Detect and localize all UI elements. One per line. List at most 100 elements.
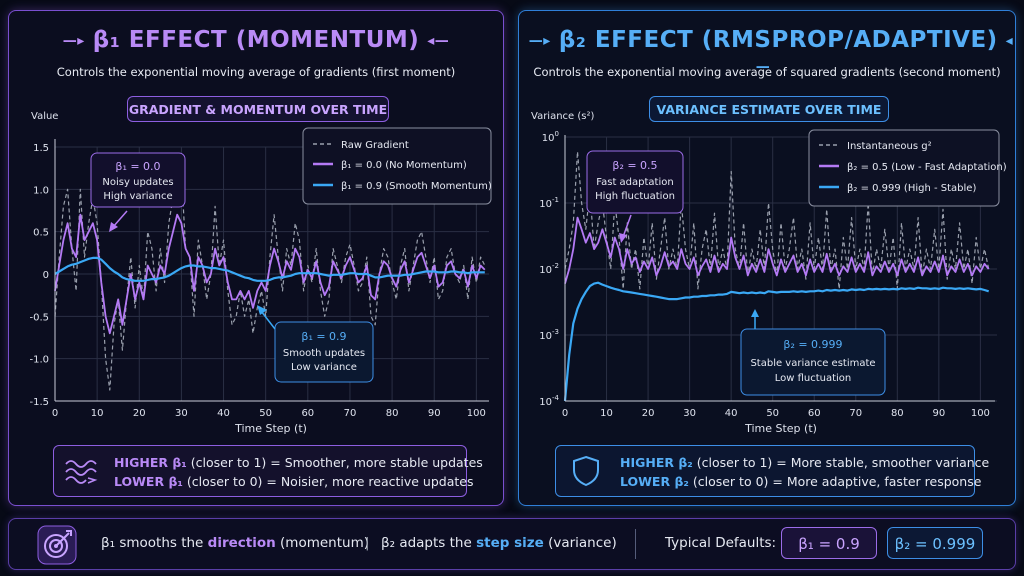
beta1-panel-subtitle: Controls the exponential moving average … bbox=[56, 65, 456, 79]
x-tick-label: 80 bbox=[386, 408, 399, 419]
svg-text:Smooth updates: Smooth updates bbox=[283, 348, 365, 359]
x-tick-label: 0 bbox=[52, 408, 58, 419]
divider-line bbox=[635, 529, 636, 559]
x-tick-label: 90 bbox=[932, 408, 945, 419]
beta1-panel-title: —▸ β₁ EFFECT (MOMENTUM) ◂— bbox=[62, 27, 450, 53]
beta1-summary-lower: LOWER β₁ (closer to 0) = Noisier, more r… bbox=[114, 474, 474, 489]
beta2-series bbox=[563, 151, 990, 402]
series-line-2 bbox=[563, 281, 990, 402]
legend-beta1-0: β₁ = 0.0 (No Momentum) bbox=[341, 160, 467, 171]
series-line-1 bbox=[564, 216, 990, 284]
legend-beta2-05: β₂ = 0.5 (Low - Fast Adaptation) bbox=[847, 162, 1007, 173]
y-tick-label: 1.0 bbox=[33, 185, 49, 196]
bottom-summary-bar: β₁ smooths the direction (momentum) | β₂… bbox=[8, 518, 1016, 570]
beta2-summary-higher: HIGHER β₂ (closer to 1) = More stable, s… bbox=[620, 455, 990, 470]
beta2-legend: Instantaneous g² β₂ = 0.5 (Low - Fast Ad… bbox=[808, 129, 1007, 207]
beta1-series bbox=[54, 163, 486, 391]
x-tick-label: 40 bbox=[725, 408, 738, 419]
beta1-annotation-smooth: β₁ = 0.9 Smooth updates Low variance bbox=[257, 305, 374, 383]
arrow-left-icon: ◂— bbox=[427, 32, 450, 49]
beta1-y-axis-label: Value bbox=[31, 111, 58, 122]
beta2-panel: —▸ β₂ EFFECT (RMSPROP/ADAPTIVE) ◂— Control… bbox=[518, 10, 1016, 506]
beta1-chart: 0 10 20 30 40 50 60 70 80 90 100 1.5 1.0 0.5 0 -0.5 -1.0… bbox=[29, 111, 492, 435]
legend-g2: Instantaneous g² bbox=[847, 141, 932, 152]
defaults-label: Typical Defaults: bbox=[665, 535, 777, 551]
beta2-role-text: β₂ adapts the step size (variance) bbox=[381, 535, 617, 551]
beta2-panel-title: —▸ β₂ EFFECT (RMSPROP/ADAPTIVE) ◂— bbox=[528, 27, 1014, 75]
x-tick-label: 30 bbox=[175, 408, 188, 419]
beta2-panel-subtitle: Controls the exponential moving average … bbox=[533, 65, 1001, 79]
svg-text:Low fluctuation: Low fluctuation bbox=[775, 373, 852, 384]
svg-text:Noisy updates: Noisy updates bbox=[102, 177, 173, 188]
y-tick-label: -1.5 bbox=[29, 397, 49, 408]
svg-text:Fast adaptation: Fast adaptation bbox=[596, 177, 673, 188]
beta2-annotation-stable: β₂ = 0.999 Stable variance estimate Low … bbox=[740, 309, 886, 396]
beta1-summary-higher: HIGHER β₁ (closer to 1) = Smoother, more… bbox=[114, 455, 483, 470]
svg-text:β₂ = 0.5: β₂ = 0.5 bbox=[612, 159, 657, 172]
y-tick-label: -0.5 bbox=[29, 312, 49, 323]
beta1-chart-title: GRADIENT & MOMENTUM OVER TIME bbox=[127, 96, 389, 122]
y-tick-label: 10-4 bbox=[539, 394, 559, 408]
default-beta2-badge: β₂ = 0.999 bbox=[887, 527, 983, 559]
x-tick-label: 20 bbox=[133, 408, 146, 419]
beta2-chart: 0 10 20 30 40 50 60 70 80 90 100 100 10-1 10-2 10-3 10-… bbox=[531, 111, 1007, 435]
x-tick-label: 100 bbox=[467, 408, 486, 419]
default-beta1-badge: β₁ = 0.9 bbox=[781, 527, 877, 559]
y-tick-label: 0.5 bbox=[33, 228, 49, 239]
series-line-0 bbox=[54, 163, 486, 391]
svg-text:Low variance: Low variance bbox=[291, 362, 357, 373]
x-tick-label: 100 bbox=[971, 408, 990, 419]
legend-raw-gradient: Raw Gradient bbox=[341, 140, 409, 151]
x-tick-label: 40 bbox=[217, 408, 230, 419]
legend-beta1-09: β₁ = 0.9 (Smooth Momentum) bbox=[341, 181, 492, 192]
beta2-chart-title: VARIANCE ESTIMATE OVER TIME bbox=[649, 96, 889, 122]
x-tick-label: 0 bbox=[562, 408, 568, 419]
beta1-role-text: β₁ smooths the direction (momentum) bbox=[101, 535, 369, 551]
arrow-right-icon: —▸ bbox=[528, 32, 551, 49]
svg-text:β₁ = 0.0: β₁ = 0.0 bbox=[115, 160, 160, 173]
beta1-summary-box: HIGHER β₁ (closer to 1) = Smoother, more… bbox=[53, 445, 483, 497]
beta2-summary-box: HIGHER β₂ (closer to 1) = More stable, s… bbox=[555, 445, 989, 497]
svg-text:Stable variance estimate: Stable variance estimate bbox=[750, 358, 875, 369]
y-tick-label: 10-2 bbox=[539, 262, 559, 276]
beta2-x-axis-label: Time Step (t) bbox=[744, 422, 817, 435]
x-tick-label: 70 bbox=[344, 408, 357, 419]
series-line-2 bbox=[54, 256, 485, 282]
x-tick-label: 80 bbox=[891, 408, 904, 419]
bottom-divider: | bbox=[365, 535, 370, 551]
x-tick-label: 90 bbox=[428, 408, 441, 419]
x-tick-label: 50 bbox=[259, 408, 272, 419]
x-tick-label: 60 bbox=[301, 408, 314, 419]
beta2-y-axis-label: Variance (s²) bbox=[531, 111, 594, 122]
svg-text:β₂ = 0.999: β₂ = 0.999 bbox=[783, 338, 842, 351]
y-tick-label: 0 bbox=[43, 270, 49, 281]
x-tick-label: 30 bbox=[683, 408, 696, 419]
legend-beta2-0999: β₂ = 0.999 (High - Stable) bbox=[847, 183, 976, 194]
x-tick-label: 60 bbox=[808, 408, 821, 419]
svg-text:High variance: High variance bbox=[103, 191, 172, 202]
x-tick-label: 70 bbox=[849, 408, 862, 419]
y-tick-label: 100 bbox=[542, 130, 559, 144]
beta1-x-axis-label: Time Step (t) bbox=[234, 422, 307, 435]
wave-icon bbox=[65, 460, 98, 484]
y-tick-label: -1.0 bbox=[29, 355, 49, 366]
svg-text:β₁ = 0.9: β₁ = 0.9 bbox=[301, 330, 346, 343]
beta2-summary-lower: LOWER β₂ (closer to 0) = More adaptive, … bbox=[620, 474, 982, 489]
beta1-tick-labels: 0 10 20 30 40 50 60 70 80 90 100 1.5 1.0 0.5 0 -0.5 -1.0… bbox=[29, 143, 485, 419]
y-tick-label: 1.5 bbox=[33, 143, 49, 154]
arrow-left-icon: ◂— bbox=[755, 32, 1014, 75]
y-tick-label: 10-3 bbox=[539, 328, 559, 342]
target-icon bbox=[37, 525, 77, 565]
x-tick-label: 10 bbox=[600, 408, 613, 419]
beta1-legend: Raw Gradient β₁ = 0.0 (No Momentum) β₁ =… bbox=[302, 127, 492, 205]
arrow-right-icon: —▸ bbox=[62, 32, 85, 49]
x-tick-label: 20 bbox=[642, 408, 655, 419]
series-line-1 bbox=[54, 213, 486, 335]
beta1-annotation-noisy: β₁ = 0.0 Noisy updates High variance bbox=[90, 152, 186, 232]
y-tick-label: 10-1 bbox=[539, 196, 559, 210]
svg-text:High fluctuation: High fluctuation bbox=[595, 191, 675, 202]
x-tick-label: 50 bbox=[766, 408, 779, 419]
x-tick-label: 10 bbox=[91, 408, 104, 419]
beta1-panel: —▸ β₁ EFFECT (MOMENTUM) ◂— Controls the ex… bbox=[8, 10, 504, 506]
beta2-annotation-fast: β₂ = 0.5 Fast adaptation High fluctuatio… bbox=[586, 150, 684, 243]
